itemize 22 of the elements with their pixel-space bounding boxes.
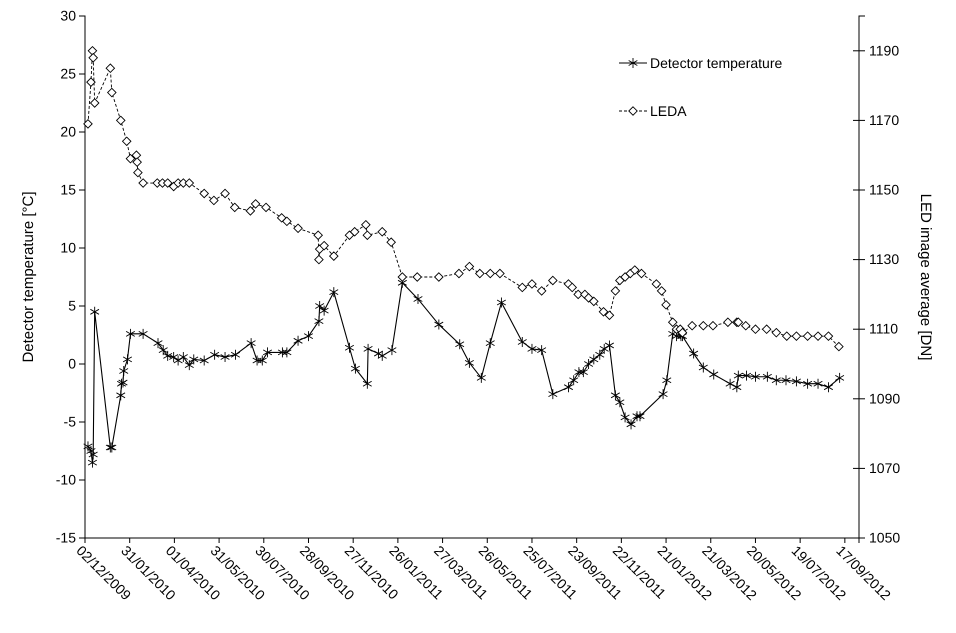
y-tick-label: 15 — [60, 181, 76, 198]
y-tick-label: 5 — [68, 297, 76, 314]
y2-tick-label: 1110 — [869, 320, 898, 337]
y2-tick-label: 1090 — [869, 390, 900, 406]
y2-tick-label: 1190 — [869, 42, 900, 58]
y-tick-label: 10 — [60, 239, 76, 256]
y2-tick-label: 1130 — [869, 251, 900, 268]
y-tick-label: 30 — [60, 7, 76, 24]
y2-tick-label: 1070 — [869, 460, 900, 476]
y-tick-label: -15 — [56, 529, 76, 546]
y2-tick-label: 1050 — [869, 529, 900, 546]
legend-label: LEDA — [650, 102, 688, 119]
y-axis-title: Detector temperature [°C] — [20, 191, 37, 363]
y-tick-label: -5 — [64, 413, 76, 430]
y2-tick-label: 1150 — [869, 181, 900, 198]
y-tick-label: 0 — [68, 355, 76, 372]
y2-axis-title: LED image average [DN] — [917, 194, 934, 360]
legend-label: Detector temperature — [650, 54, 782, 71]
y-tick-label: -10 — [56, 471, 76, 488]
y2-tick-label: 1170 — [869, 112, 900, 128]
y-tick-label: 20 — [60, 123, 76, 140]
y-tick-label: 25 — [60, 65, 76, 82]
